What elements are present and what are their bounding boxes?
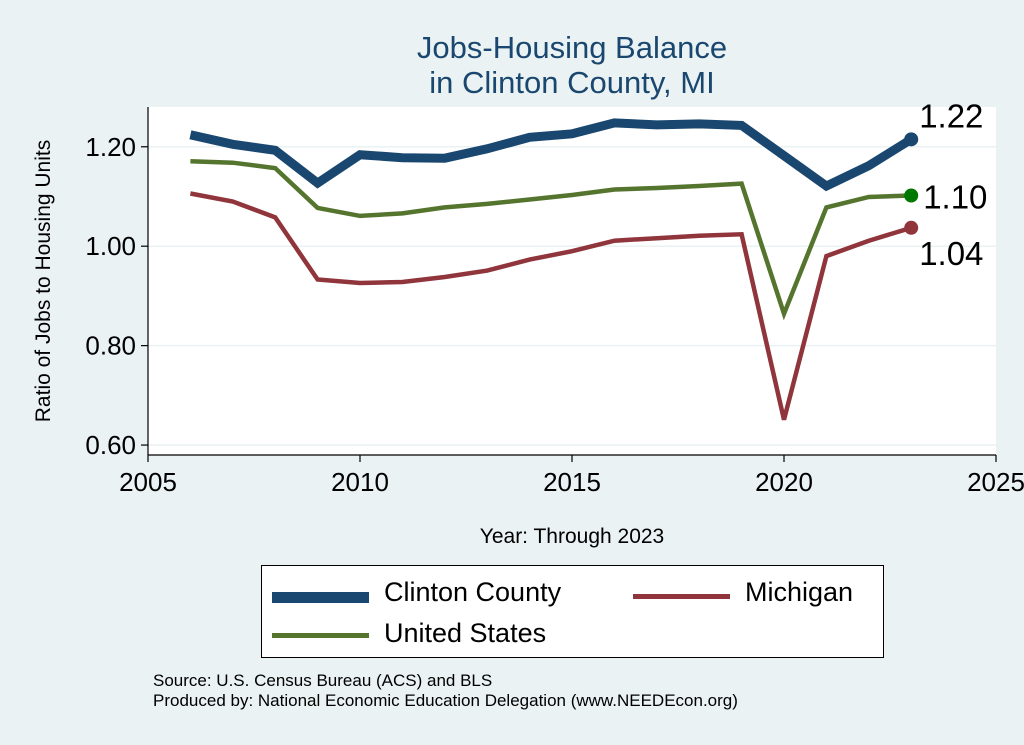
source-note: Source: U.S. Census Bureau (ACS) and BLS [153,671,493,690]
x-tick-label: 2005 [119,467,177,497]
series-line-united-states [190,158,912,321]
x-axis-label: Year: Through 2023 [480,525,665,548]
x-tick-label: 2025 [967,467,1024,497]
legend-swatch-united-states [272,633,369,638]
labels-layer: 1.22 1.10 1.04 [904,97,987,272]
series-line-clinton-county [189,118,914,192]
data-label-united-states: 1.10 [923,178,987,215]
data-label-clinton-county: 1.22 [919,97,983,134]
data-label-michigan: 1.04 [919,235,983,272]
legend-swatch-clinton-county [272,592,369,603]
x-tick-label: 2010 [331,467,389,497]
y-tick-label: 1.00 [85,231,136,261]
legend-label-united-states: United States [384,618,547,648]
y-tick-label: 0.60 [85,430,136,460]
x-tick-label: 2015 [543,467,601,497]
legend: Clinton County Michigan United States [261,565,884,658]
chart-title-line-2: in Clinton County, MI [429,65,715,100]
chart-title-line-1: Jobs-Housing Balance [416,30,728,65]
axes: 0.60 0.80 1.00 1.20 2005 2010 2015 2020 2025 [85,107,1024,497]
series-layer [189,118,914,421]
legend-label-michigan: Michigan [745,577,854,607]
y-axis-label: Ratio of Jobs to Housing Units [32,140,55,422]
legend-label-clinton-county: Clinton County [384,577,562,607]
y-tick-label: 1.20 [85,132,136,162]
produced-by-note: Produced by: National Economic Education… [153,691,738,710]
plot-area [148,107,996,455]
end-marker-united-states [904,188,919,203]
end-marker-clinton-county [904,132,919,147]
end-marker-michigan [904,220,919,235]
series-line-michigan [189,191,912,421]
x-tick-label: 2020 [755,467,813,497]
legend-swatch-michigan [633,594,730,599]
y-tick-label: 0.80 [85,331,136,361]
